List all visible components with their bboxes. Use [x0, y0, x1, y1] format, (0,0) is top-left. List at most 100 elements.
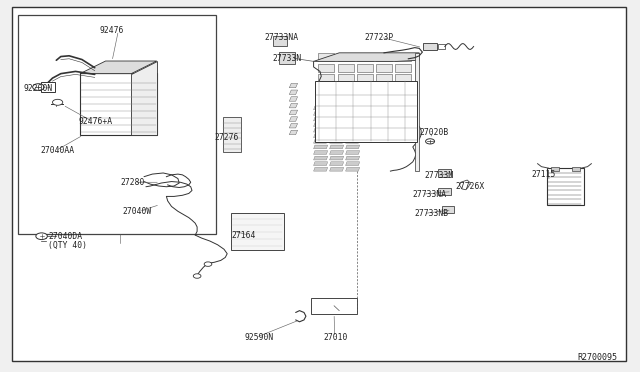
Bar	[438, 44, 445, 49]
Polygon shape	[346, 167, 360, 171]
Text: 92200N: 92200N	[23, 84, 52, 93]
Circle shape	[193, 274, 201, 278]
Bar	[319, 74, 334, 82]
Polygon shape	[330, 106, 344, 110]
Polygon shape	[314, 151, 328, 154]
Polygon shape	[330, 145, 344, 149]
Polygon shape	[330, 156, 344, 160]
Polygon shape	[289, 117, 298, 121]
Polygon shape	[346, 151, 360, 154]
Polygon shape	[289, 110, 298, 115]
Text: 27040AA: 27040AA	[40, 146, 74, 155]
Bar	[423, 43, 437, 50]
Polygon shape	[346, 112, 360, 115]
Text: 27276: 27276	[214, 133, 239, 142]
Bar	[41, 82, 55, 92]
Text: 27040DA: 27040DA	[48, 232, 82, 241]
Bar	[376, 74, 392, 82]
Bar	[551, 167, 559, 171]
Polygon shape	[330, 123, 344, 126]
Polygon shape	[314, 123, 328, 126]
Polygon shape	[330, 162, 344, 166]
Bar	[442, 206, 454, 213]
Polygon shape	[330, 167, 344, 171]
Bar	[279, 52, 295, 64]
Text: 27733NA: 27733NA	[413, 190, 447, 199]
Polygon shape	[460, 180, 470, 190]
Polygon shape	[314, 140, 328, 143]
Bar	[376, 64, 392, 72]
Bar	[18, 15, 216, 234]
Polygon shape	[314, 53, 419, 61]
Polygon shape	[346, 123, 360, 126]
Text: 27020B: 27020B	[420, 128, 449, 137]
Polygon shape	[330, 117, 344, 121]
Polygon shape	[289, 130, 298, 135]
Bar	[396, 84, 412, 93]
Bar	[338, 74, 354, 82]
Polygon shape	[330, 134, 344, 138]
Polygon shape	[314, 145, 328, 149]
Bar	[357, 53, 373, 61]
Bar	[376, 53, 392, 61]
Text: 27733NA: 27733NA	[264, 33, 298, 42]
Circle shape	[204, 262, 212, 266]
Polygon shape	[346, 156, 360, 160]
Bar	[357, 74, 373, 82]
Polygon shape	[314, 162, 328, 166]
Text: 92476+A: 92476+A	[78, 117, 112, 126]
Bar	[80, 74, 157, 135]
Bar	[319, 84, 334, 93]
Text: 27723P: 27723P	[365, 33, 394, 42]
Polygon shape	[289, 83, 298, 88]
Bar	[396, 74, 412, 82]
Polygon shape	[314, 156, 328, 160]
Text: 92476: 92476	[99, 26, 124, 35]
Polygon shape	[80, 61, 157, 74]
Polygon shape	[314, 117, 328, 121]
Text: R2700095: R2700095	[578, 353, 618, 362]
Polygon shape	[314, 134, 328, 138]
Bar	[319, 53, 334, 61]
Text: 27733N: 27733N	[273, 54, 302, 63]
Text: 27010: 27010	[323, 333, 348, 342]
Text: 27726X: 27726X	[456, 182, 485, 190]
Polygon shape	[330, 128, 344, 132]
Bar	[396, 64, 412, 72]
Bar	[357, 84, 373, 93]
Text: 92590N: 92590N	[244, 333, 274, 342]
Bar	[396, 53, 412, 61]
Polygon shape	[330, 140, 344, 143]
Polygon shape	[131, 61, 157, 135]
Polygon shape	[346, 145, 360, 149]
Bar	[315, 81, 417, 142]
Polygon shape	[289, 103, 298, 108]
Polygon shape	[289, 90, 298, 94]
Text: 27733M: 27733M	[424, 171, 454, 180]
Bar	[572, 167, 580, 171]
Text: 27040W: 27040W	[123, 207, 152, 216]
Text: 27733NB: 27733NB	[415, 209, 449, 218]
Circle shape	[36, 233, 47, 240]
Bar	[438, 169, 451, 177]
Polygon shape	[314, 128, 328, 132]
Bar	[319, 64, 334, 72]
Bar	[273, 36, 287, 46]
Polygon shape	[289, 97, 298, 101]
Polygon shape	[346, 128, 360, 132]
Text: (QTY 40): (QTY 40)	[48, 241, 87, 250]
Polygon shape	[289, 124, 298, 128]
Circle shape	[52, 99, 63, 105]
Polygon shape	[330, 151, 344, 154]
Text: 27115: 27115	[531, 170, 556, 179]
Bar	[223, 117, 241, 153]
Polygon shape	[314, 167, 328, 171]
Polygon shape	[330, 112, 344, 115]
Polygon shape	[314, 106, 328, 110]
Bar	[438, 188, 451, 195]
Bar	[231, 213, 284, 250]
Polygon shape	[346, 117, 360, 121]
Text: 27280: 27280	[120, 178, 145, 187]
Bar	[338, 64, 354, 72]
Polygon shape	[314, 112, 328, 115]
